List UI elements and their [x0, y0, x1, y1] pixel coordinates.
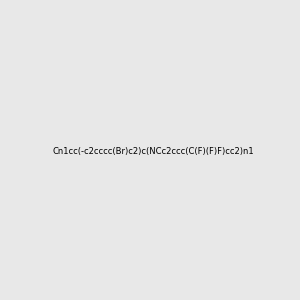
Text: Cn1cc(-c2cccc(Br)c2)c(NCc2ccc(C(F)(F)F)cc2)n1: Cn1cc(-c2cccc(Br)c2)c(NCc2ccc(C(F)(F)F)c… — [53, 147, 255, 156]
